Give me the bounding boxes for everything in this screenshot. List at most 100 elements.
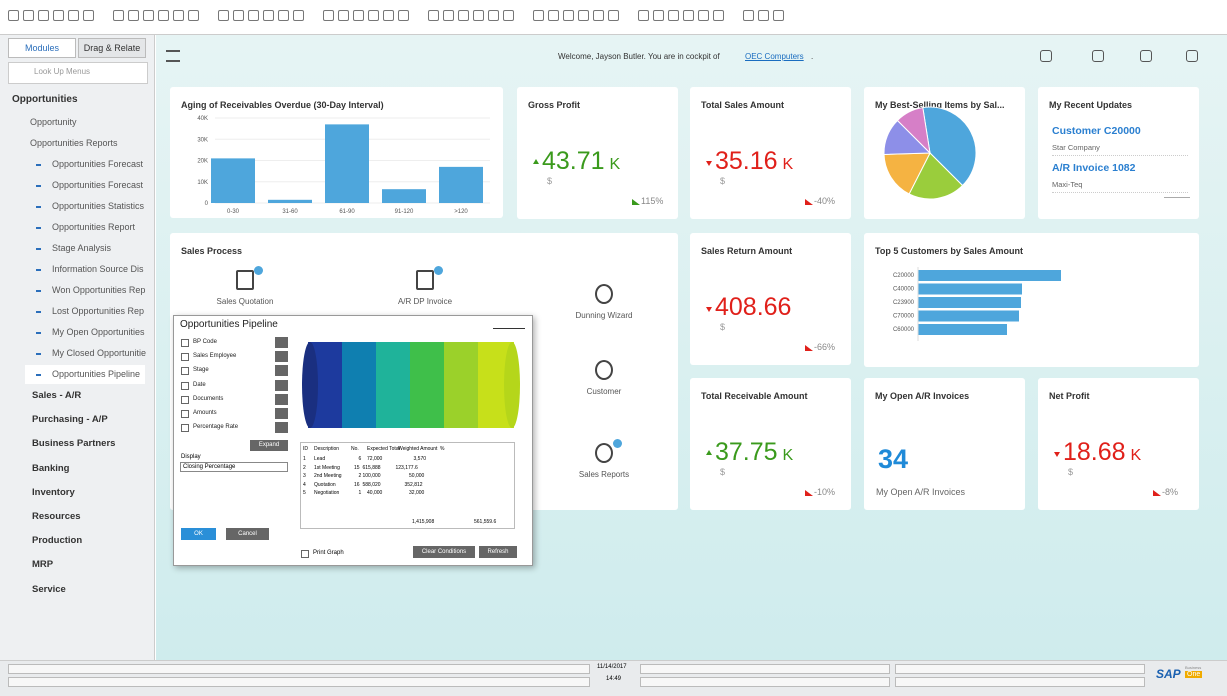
- toolbar-icon[interactable]: [173, 10, 184, 21]
- button-label[interactable]: Print Graph: [313, 550, 344, 556]
- toolbar-icon[interactable]: [683, 10, 694, 21]
- toolbar-icon[interactable]: [473, 10, 484, 21]
- module-header[interactable]: Opportunities: [12, 94, 78, 105]
- process-label[interactable]: A/R DP Invoice: [397, 297, 453, 306]
- process-label[interactable]: Customer: [586, 387, 622, 396]
- toolbar-icon[interactable]: [233, 10, 244, 21]
- process-label[interactable]: Sales Quotation: [216, 297, 274, 306]
- module-item[interactable]: Resources: [32, 511, 81, 522]
- toolbar-icon[interactable]: [533, 10, 544, 21]
- ellipsis-button[interactable]: [275, 408, 288, 419]
- toolbar-icon[interactable]: [773, 10, 784, 21]
- toolbar-icon[interactable]: [593, 10, 604, 21]
- expand-button[interactable]: Expand: [250, 440, 288, 451]
- menu-item[interactable]: Opportunity: [30, 117, 77, 127]
- tab[interactable]: Modules: [8, 38, 76, 58]
- toolbar-icon[interactable]: [53, 10, 64, 21]
- toolbar-icon[interactable]: [428, 10, 439, 21]
- toolbar-icon[interactable]: [338, 10, 349, 21]
- button[interactable]: OK: [181, 528, 216, 540]
- process-label[interactable]: Dunning Wizard: [575, 311, 633, 320]
- chevrons[interactable]: [1164, 197, 1190, 203]
- toolbar-icon[interactable]: [653, 10, 664, 21]
- module-item[interactable]: MRP: [32, 559, 54, 571]
- checkbox[interactable]: [181, 381, 189, 390]
- toolbar-icon[interactable]: [383, 10, 394, 21]
- menu-item[interactable]: Won Opportunities Rep: [52, 285, 146, 295]
- toolbar-icon[interactable]: [38, 10, 49, 21]
- toolbar-icon[interactable]: [278, 10, 289, 21]
- ellipsis-button[interactable]: [275, 351, 288, 363]
- toolbar-icon[interactable]: [323, 10, 334, 21]
- button[interactable]: Cancel: [226, 528, 269, 540]
- checkbox[interactable]: [181, 339, 189, 347]
- module-item[interactable]: Banking: [32, 462, 70, 474]
- display-select[interactable]: Closing Percentage: [180, 462, 288, 472]
- module-item[interactable]: Inventory: [32, 486, 75, 498]
- toolbar-icon[interactable]: [458, 10, 469, 21]
- toolbar-icon[interactable]: [698, 10, 709, 21]
- toolbar-icon[interactable]: [353, 10, 364, 21]
- toolbar-icon[interactable]: [488, 10, 499, 21]
- toolbar-icon[interactable]: [368, 10, 379, 21]
- header-icon[interactable]: [1186, 50, 1198, 62]
- toolbar-icon[interactable]: [563, 10, 574, 21]
- checkbox[interactable]: [181, 367, 189, 376]
- checkbox[interactable]: [181, 353, 189, 362]
- module-item[interactable]: Service: [32, 583, 66, 595]
- toolbar-icon[interactable]: [128, 10, 139, 21]
- update-link[interactable]: A/R Invoice 1082: [1052, 162, 1136, 174]
- toolbar-icon[interactable]: [188, 10, 199, 21]
- menu-item[interactable]: Opportunities Forecast: [52, 180, 144, 190]
- process-label[interactable]: Sales Reports: [578, 470, 630, 479]
- menu-item[interactable]: Stage Analysis: [52, 243, 112, 253]
- menu-item[interactable]: Opportunities Statistics: [52, 201, 145, 211]
- toolbar-icon[interactable]: [113, 10, 124, 21]
- menu-item[interactable]: Opportunities Forecast: [52, 159, 144, 169]
- module-item[interactable]: Sales - A/R: [32, 390, 82, 401]
- window-controls[interactable]: [493, 321, 525, 329]
- button[interactable]: Clear Conditions: [413, 546, 475, 558]
- toolbar-icon[interactable]: [68, 10, 79, 21]
- ellipsis-button[interactable]: [275, 422, 288, 434]
- header-icon[interactable]: [1040, 50, 1052, 62]
- toolbar-icon[interactable]: [608, 10, 619, 21]
- ellipsis-button[interactable]: [275, 379, 288, 391]
- company-link[interactable]: OEC Computers: [745, 52, 804, 61]
- ellipsis-button[interactable]: [275, 365, 288, 377]
- checkbox[interactable]: [181, 424, 189, 433]
- toolbar-icon[interactable]: [248, 10, 259, 21]
- header-icon[interactable]: [1092, 50, 1104, 62]
- update-link[interactable]: Customer C20000: [1052, 125, 1141, 137]
- menu-item[interactable]: Opportunities Pipeline: [52, 369, 141, 379]
- invoice-count[interactable]: 34: [878, 444, 909, 474]
- toolbar-icon[interactable]: [713, 10, 724, 21]
- module-item[interactable]: Business Partners: [32, 438, 116, 450]
- menu-item[interactable]: Information Source Dis: [52, 264, 144, 274]
- checkbox[interactable]: [301, 550, 309, 558]
- toolbar-icon[interactable]: [668, 10, 679, 21]
- process-icon[interactable]: [236, 270, 254, 290]
- toolbar-icon[interactable]: [398, 10, 409, 21]
- toolbar-icon[interactable]: [443, 10, 454, 21]
- checkbox[interactable]: [181, 395, 189, 404]
- toolbar-icon[interactable]: [758, 10, 769, 21]
- toolbar-icon[interactable]: [143, 10, 154, 21]
- button[interactable]: Refresh: [479, 546, 517, 558]
- process-icon[interactable]: [416, 270, 434, 290]
- menu-item[interactable]: Lost Opportunities Rep: [52, 306, 145, 316]
- ellipsis-button[interactable]: [275, 337, 288, 348]
- toolbar-icon[interactable]: [23, 10, 34, 21]
- toolbar-icon[interactable]: [218, 10, 229, 21]
- checkbox[interactable]: [181, 410, 189, 418]
- toolbar-icon[interactable]: [548, 10, 559, 21]
- header-icon[interactable]: [1140, 50, 1152, 62]
- process-icon[interactable]: [595, 284, 613, 304]
- menu-item[interactable]: My Open Opportunities: [52, 327, 145, 337]
- toolbar-icon[interactable]: [578, 10, 589, 21]
- menu-item[interactable]: My Closed Opportunitie: [52, 348, 147, 358]
- ellipsis-button[interactable]: [275, 393, 288, 405]
- process-icon[interactable]: [595, 443, 613, 463]
- toolbar-icon[interactable]: [638, 10, 649, 21]
- process-icon[interactable]: [595, 360, 613, 380]
